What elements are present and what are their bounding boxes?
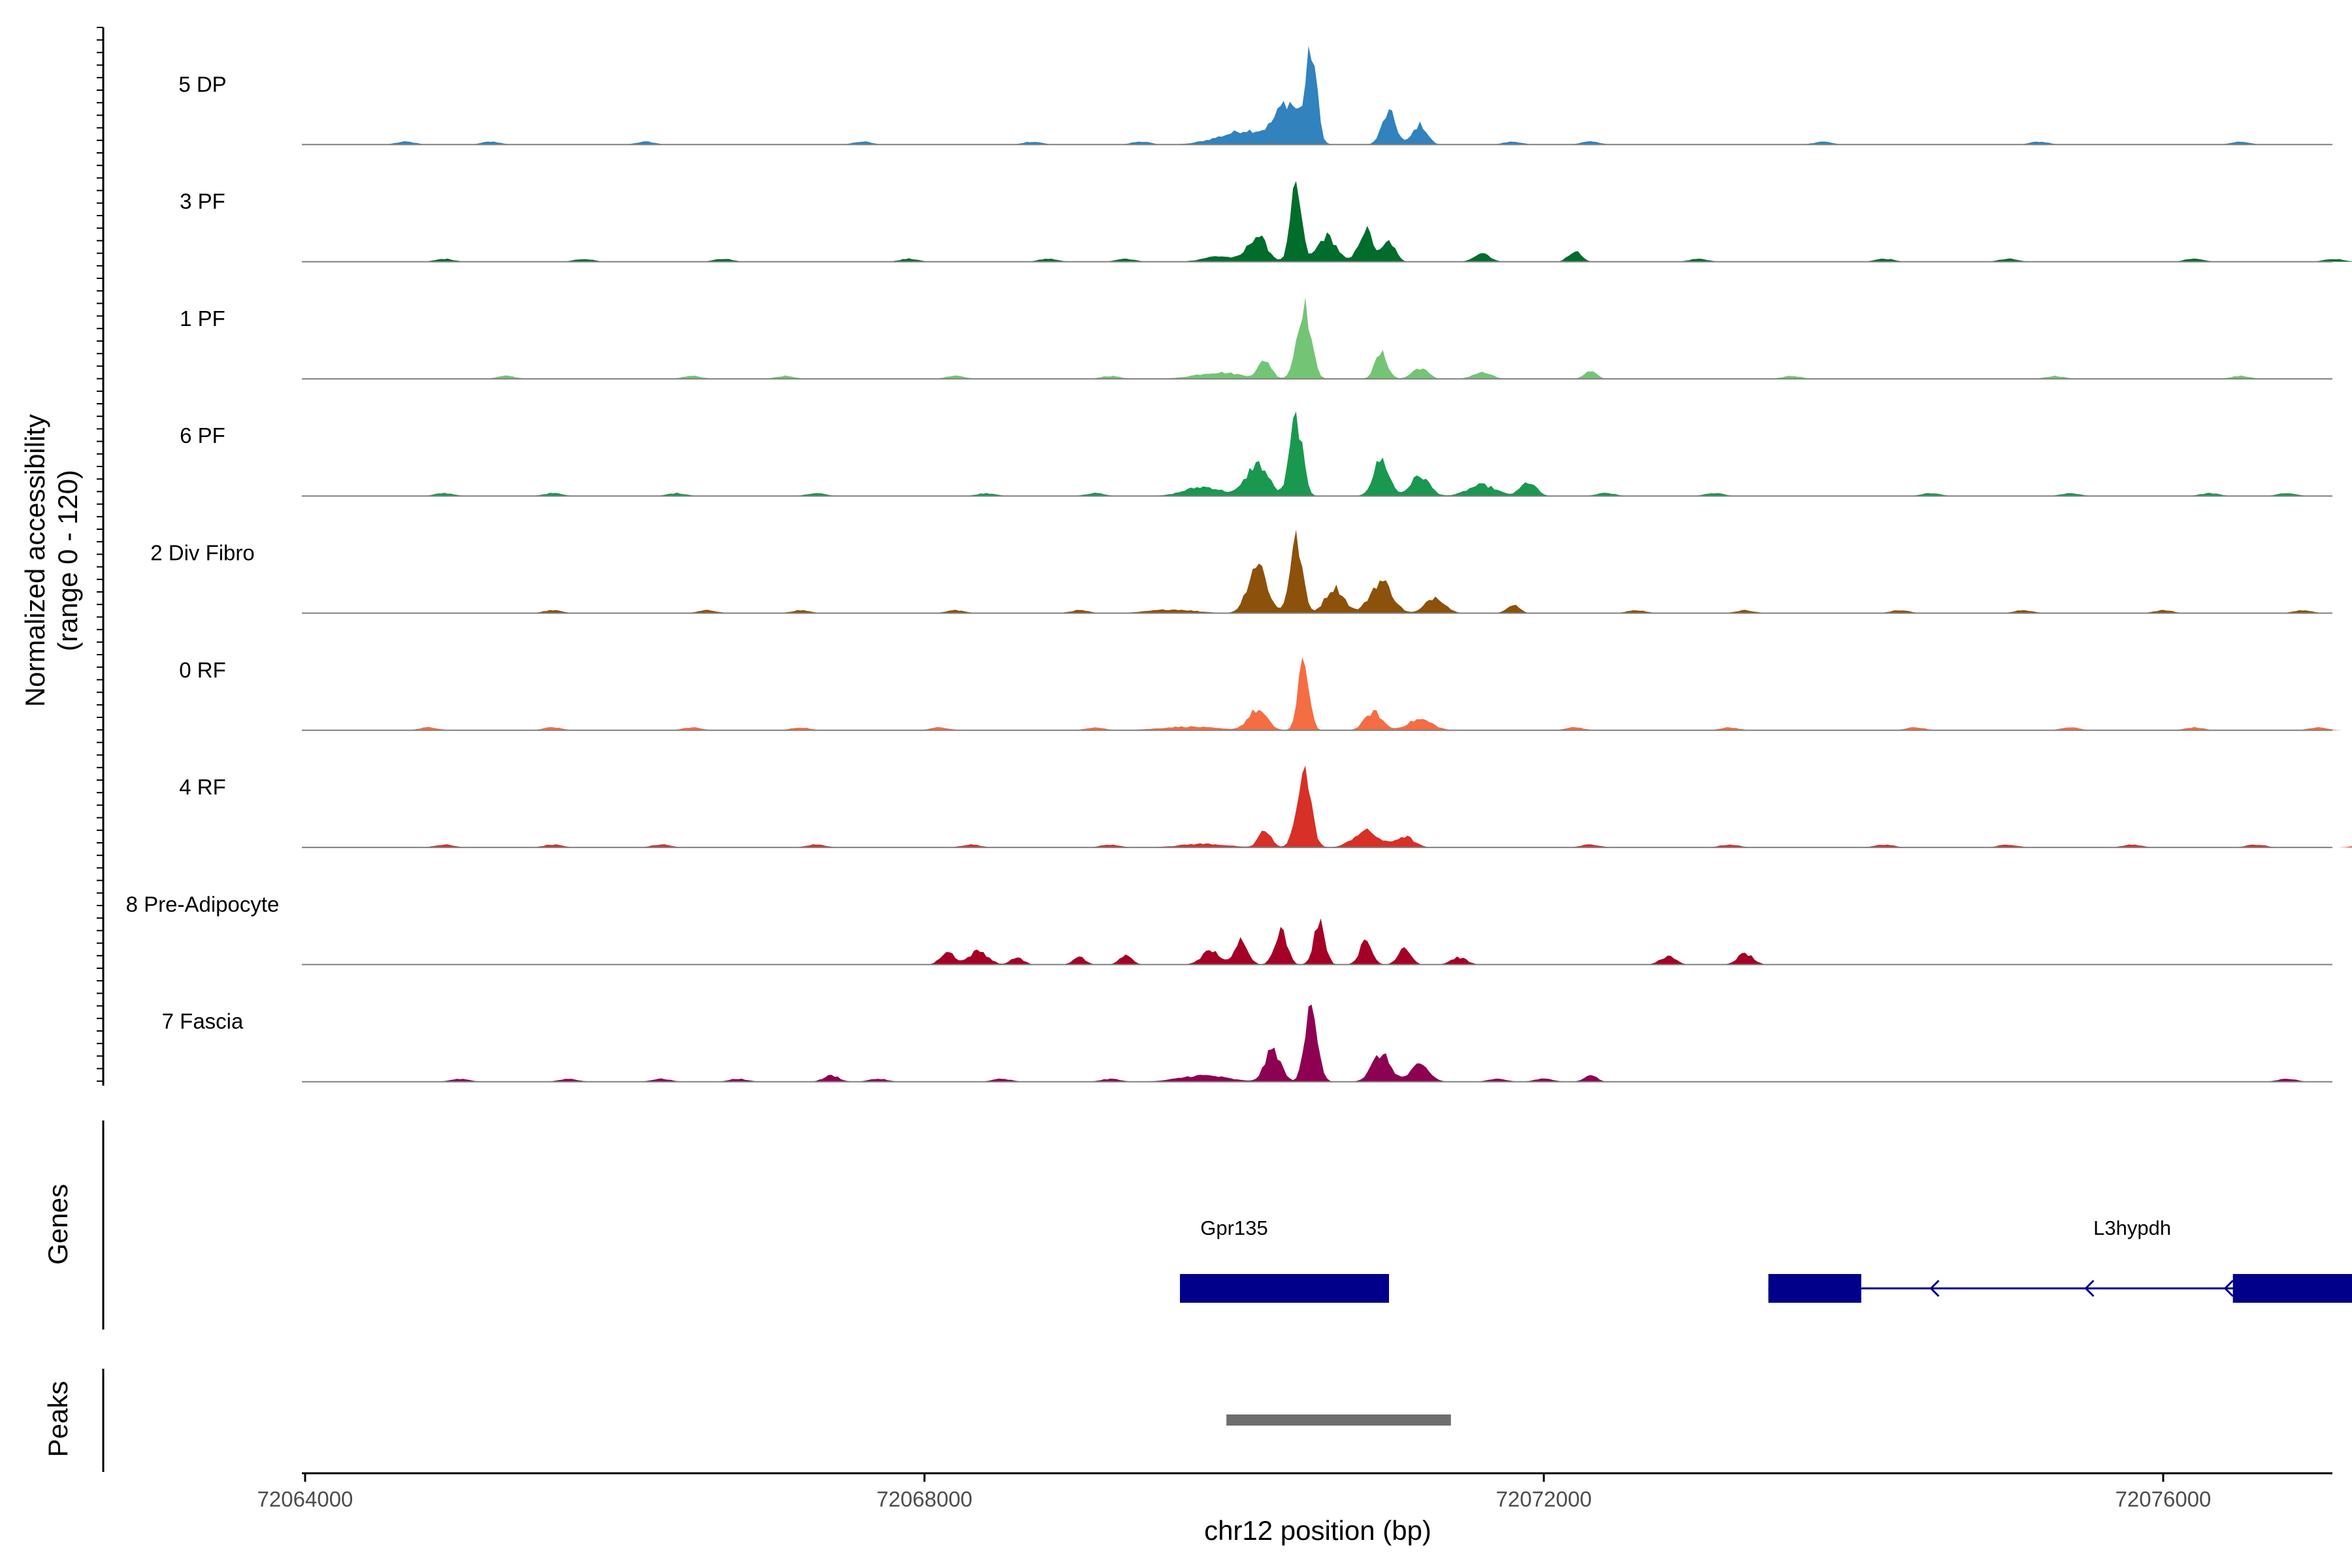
coverage-area: [305, 765, 2352, 848]
x-axis-title: chr12 position (bp): [1204, 1515, 1431, 1546]
track-label: 7 Fascia: [162, 1009, 244, 1034]
y-axis-title-line2: (range 0 - 120): [52, 470, 83, 651]
track-label: 0 RF: [179, 658, 226, 682]
coverage-area: [305, 297, 2352, 379]
gene-exon: [1768, 1274, 1861, 1303]
strand-arrow: [2084, 1279, 2095, 1298]
track-label: 8 Pre-Adipocyte: [126, 892, 280, 916]
track-label: 5 DP: [178, 72, 226, 96]
strand-arrow: [1929, 1279, 1940, 1298]
peak-region: [1226, 1414, 1451, 1426]
coverage-area: [305, 530, 2352, 613]
coverage-area: [305, 411, 2352, 497]
gene-l3hypdh: L3hypdh: [1768, 1217, 2352, 1303]
track-label: 4 RF: [179, 775, 226, 799]
track-label: 6 PF: [180, 423, 225, 448]
coverage-area: [305, 1004, 2352, 1082]
track-8-pre-adipocyte: 8 Pre-Adipocyte: [126, 892, 2352, 966]
coverage-area: [305, 918, 2352, 965]
strand-arrow: [2223, 1279, 2234, 1298]
track-3-pf: 3 PF: [180, 181, 2352, 263]
x-tick-label: 72072000: [1496, 1487, 1592, 1511]
coverage-y-axis: [97, 27, 105, 1086]
coverage-area: [305, 46, 2352, 145]
gene-exon: [2232, 1274, 2352, 1303]
x-tick-label: 72064000: [257, 1487, 353, 1511]
gene-label: L3hypdh: [2093, 1217, 2171, 1239]
track-0-rf: 0 RF: [179, 657, 2352, 731]
track-4-rf: 4 RF: [179, 765, 2352, 849]
peaks-axis-title: Peaks: [42, 1381, 73, 1458]
coverage-area: [305, 657, 2352, 730]
track-1-pf: 1 PF: [180, 297, 2352, 380]
track-7-fascia: 7 Fascia: [162, 1004, 2352, 1083]
gene-gpr135: Gpr135: [1180, 1217, 1389, 1303]
track-label: 3 PF: [180, 189, 225, 214]
genes-panel: Gpr135 L3hypdh: [102, 1120, 2352, 1330]
gene-exon: [1180, 1274, 1389, 1303]
track-2-div-fibro: 2 Div Fibro: [150, 530, 2352, 614]
track-6-pf: 6 PF: [180, 411, 2352, 497]
y-axis-title-line1: Normalized accessibility: [20, 414, 50, 707]
x-tick-label: 72076000: [2115, 1487, 2212, 1511]
gene-label: Gpr135: [1200, 1217, 1267, 1239]
track-5-dp: 5 DP: [178, 46, 2352, 146]
genes-axis-title: Genes: [42, 1184, 73, 1265]
track-label: 1 PF: [180, 306, 225, 331]
x-axis: 72064000 72068000 72072000 72076000: [257, 1472, 2332, 1511]
coverage-tracks: 5 DP 3 PF 1 PF 6 PF 2 Div Fibro 0 RF 4 RF 8 Pre…: [126, 46, 2352, 1083]
x-tick-label: 72068000: [877, 1487, 973, 1511]
peaks-panel: [102, 1369, 1451, 1472]
coverage-area: [305, 181, 2352, 262]
track-label: 2 Div Fibro: [150, 541, 255, 565]
